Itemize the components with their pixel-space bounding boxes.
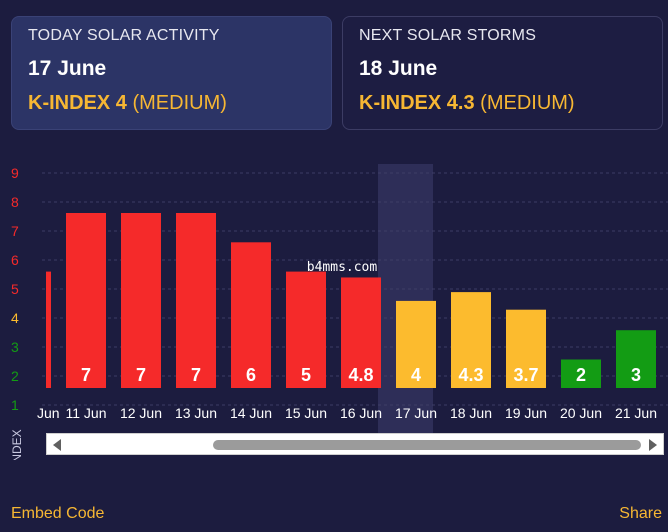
y-tick-label: 6: [11, 252, 19, 268]
y-tick-label: 9: [11, 165, 19, 181]
x-tick-label: 19 Jun: [505, 405, 547, 421]
scroll-left-arrow-icon[interactable]: [53, 439, 61, 451]
bar: [396, 300, 436, 388]
bar-value-label: 7: [136, 365, 146, 385]
next-kindex-value: K-INDEX 4.3: [359, 92, 475, 114]
today-date: 17 June: [28, 57, 107, 80]
bar-value-label: 4: [411, 365, 421, 385]
bar-value-label: 3: [631, 365, 641, 385]
share-link[interactable]: Share: [619, 505, 662, 522]
bar: [341, 277, 381, 388]
today-kindex-level: (MEDIUM): [132, 92, 227, 114]
kindex-bar-chart: 9 8 7 6 5 4 3 2 1 K-INDEX Jun 7 11 Jun 7 12 Jun 7 13 Jun…: [10, 164, 668, 460]
y-tick-label: 4: [11, 310, 19, 326]
today-activity-card: TODAY SOLAR ACTIVITY 17 June K-INDEX 4 (…: [11, 16, 332, 130]
bar-value-label: 4.3: [458, 365, 483, 385]
x-tick-label: 11 Jun: [66, 405, 107, 421]
bar: [176, 213, 216, 388]
bar: [506, 309, 546, 388]
chart-scrollbar[interactable]: [46, 433, 664, 455]
y-tick-label: 7: [11, 223, 19, 239]
bar-value-label: 7: [81, 365, 91, 385]
next-date: 18 June: [359, 57, 438, 80]
x-tick-label: 15 Jun: [285, 405, 327, 421]
y-axis-label: K-INDEX: [10, 429, 24, 460]
x-tick-label: 17 Jun: [395, 405, 437, 421]
scrollbar-thumb[interactable]: [213, 440, 641, 450]
y-tick-label: 1: [11, 397, 19, 413]
next-storm-card: NEXT SOLAR STORMS 18 June K-INDEX 4.3 (M…: [342, 16, 663, 130]
x-tick-label: 12 Jun: [120, 405, 162, 421]
bar: [66, 213, 106, 388]
partial-bar: [46, 271, 51, 388]
next-kindex: K-INDEX 4.3 (MEDIUM): [359, 92, 646, 115]
x-tick-label: 16 Jun: [340, 405, 382, 421]
x-tick-label: 14 Jun: [230, 405, 272, 421]
x-tick-label: 21 Jun: [615, 405, 657, 421]
bar-value-label: 6: [246, 365, 256, 385]
bar-value-label: 4.8: [348, 365, 373, 385]
bar: [286, 271, 326, 388]
bar: [561, 359, 601, 388]
bar: [616, 330, 656, 388]
watermark-text: b4mms.com: [307, 260, 378, 275]
y-tick-label: 3: [11, 339, 19, 355]
scroll-right-arrow-icon[interactable]: [649, 439, 657, 451]
bar-value-label: 2: [576, 365, 586, 385]
y-tick-label: 2: [11, 368, 19, 384]
y-tick-label: 8: [11, 194, 19, 210]
bar: [451, 292, 491, 388]
x-tick-label: 18 Jun: [450, 405, 492, 421]
today-kindex: K-INDEX 4 (MEDIUM): [28, 92, 315, 115]
next-kindex-level: (MEDIUM): [480, 92, 575, 114]
bar-value-label: 3.7: [513, 365, 538, 385]
bar: [231, 242, 271, 388]
next-heading: NEXT SOLAR STORMS: [359, 27, 537, 44]
highlight-band: [378, 164, 433, 436]
bar: [121, 213, 161, 388]
x-tick-label: 13 Jun: [175, 405, 217, 421]
x-tick-label: Jun: [37, 405, 60, 421]
today-heading: TODAY SOLAR ACTIVITY: [28, 27, 220, 44]
y-tick-label: 5: [11, 281, 19, 297]
bar-value-label: 7: [191, 365, 201, 385]
x-tick-label: 20 Jun: [560, 405, 602, 421]
today-kindex-value: K-INDEX 4: [28, 92, 127, 114]
bar-value-label: 5: [301, 365, 311, 385]
embed-code-link[interactable]: Embed Code: [11, 505, 105, 522]
